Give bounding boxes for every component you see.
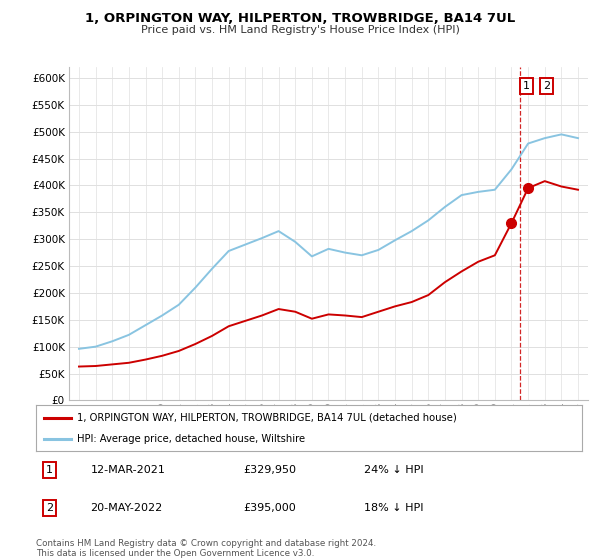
Text: £329,950: £329,950	[244, 465, 296, 475]
Text: Contains HM Land Registry data © Crown copyright and database right 2024.
This d: Contains HM Land Registry data © Crown c…	[36, 539, 376, 558]
Text: £395,000: £395,000	[244, 503, 296, 513]
Text: 2: 2	[46, 503, 53, 513]
Text: 1: 1	[46, 465, 53, 475]
Text: 1: 1	[523, 81, 530, 91]
Text: HPI: Average price, detached house, Wiltshire: HPI: Average price, detached house, Wilt…	[77, 435, 305, 444]
Text: 1, ORPINGTON WAY, HILPERTON, TROWBRIDGE, BA14 7UL: 1, ORPINGTON WAY, HILPERTON, TROWBRIDGE,…	[85, 12, 515, 25]
Text: 20-MAY-2022: 20-MAY-2022	[91, 503, 163, 513]
Text: Price paid vs. HM Land Registry's House Price Index (HPI): Price paid vs. HM Land Registry's House …	[140, 25, 460, 35]
Text: 2: 2	[543, 81, 550, 91]
Text: 18% ↓ HPI: 18% ↓ HPI	[364, 503, 423, 513]
Text: 1, ORPINGTON WAY, HILPERTON, TROWBRIDGE, BA14 7UL (detached house): 1, ORPINGTON WAY, HILPERTON, TROWBRIDGE,…	[77, 413, 457, 423]
Text: 24% ↓ HPI: 24% ↓ HPI	[364, 465, 423, 475]
Text: 12-MAR-2021: 12-MAR-2021	[91, 465, 166, 475]
